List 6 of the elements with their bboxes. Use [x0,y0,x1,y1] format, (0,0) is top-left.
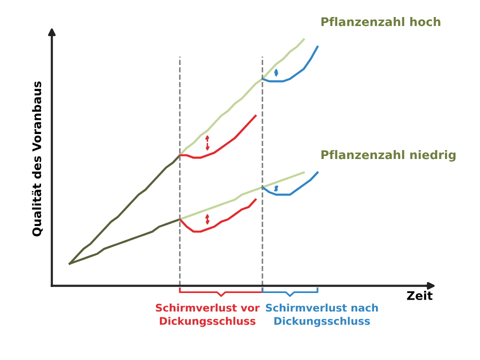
series-label: Pflanzenzahl hoch [321,17,440,26]
text: Schirmverlust nach Dickungsschluss [266,304,378,328]
text: Schirmverlust vor Dickungsschluss [156,304,260,328]
text: Zeit [407,290,433,300]
y-axis-title: Qualität des Voranbaus [32,81,43,236]
series-label: Pflanzenzahl niedrig [321,150,456,162]
